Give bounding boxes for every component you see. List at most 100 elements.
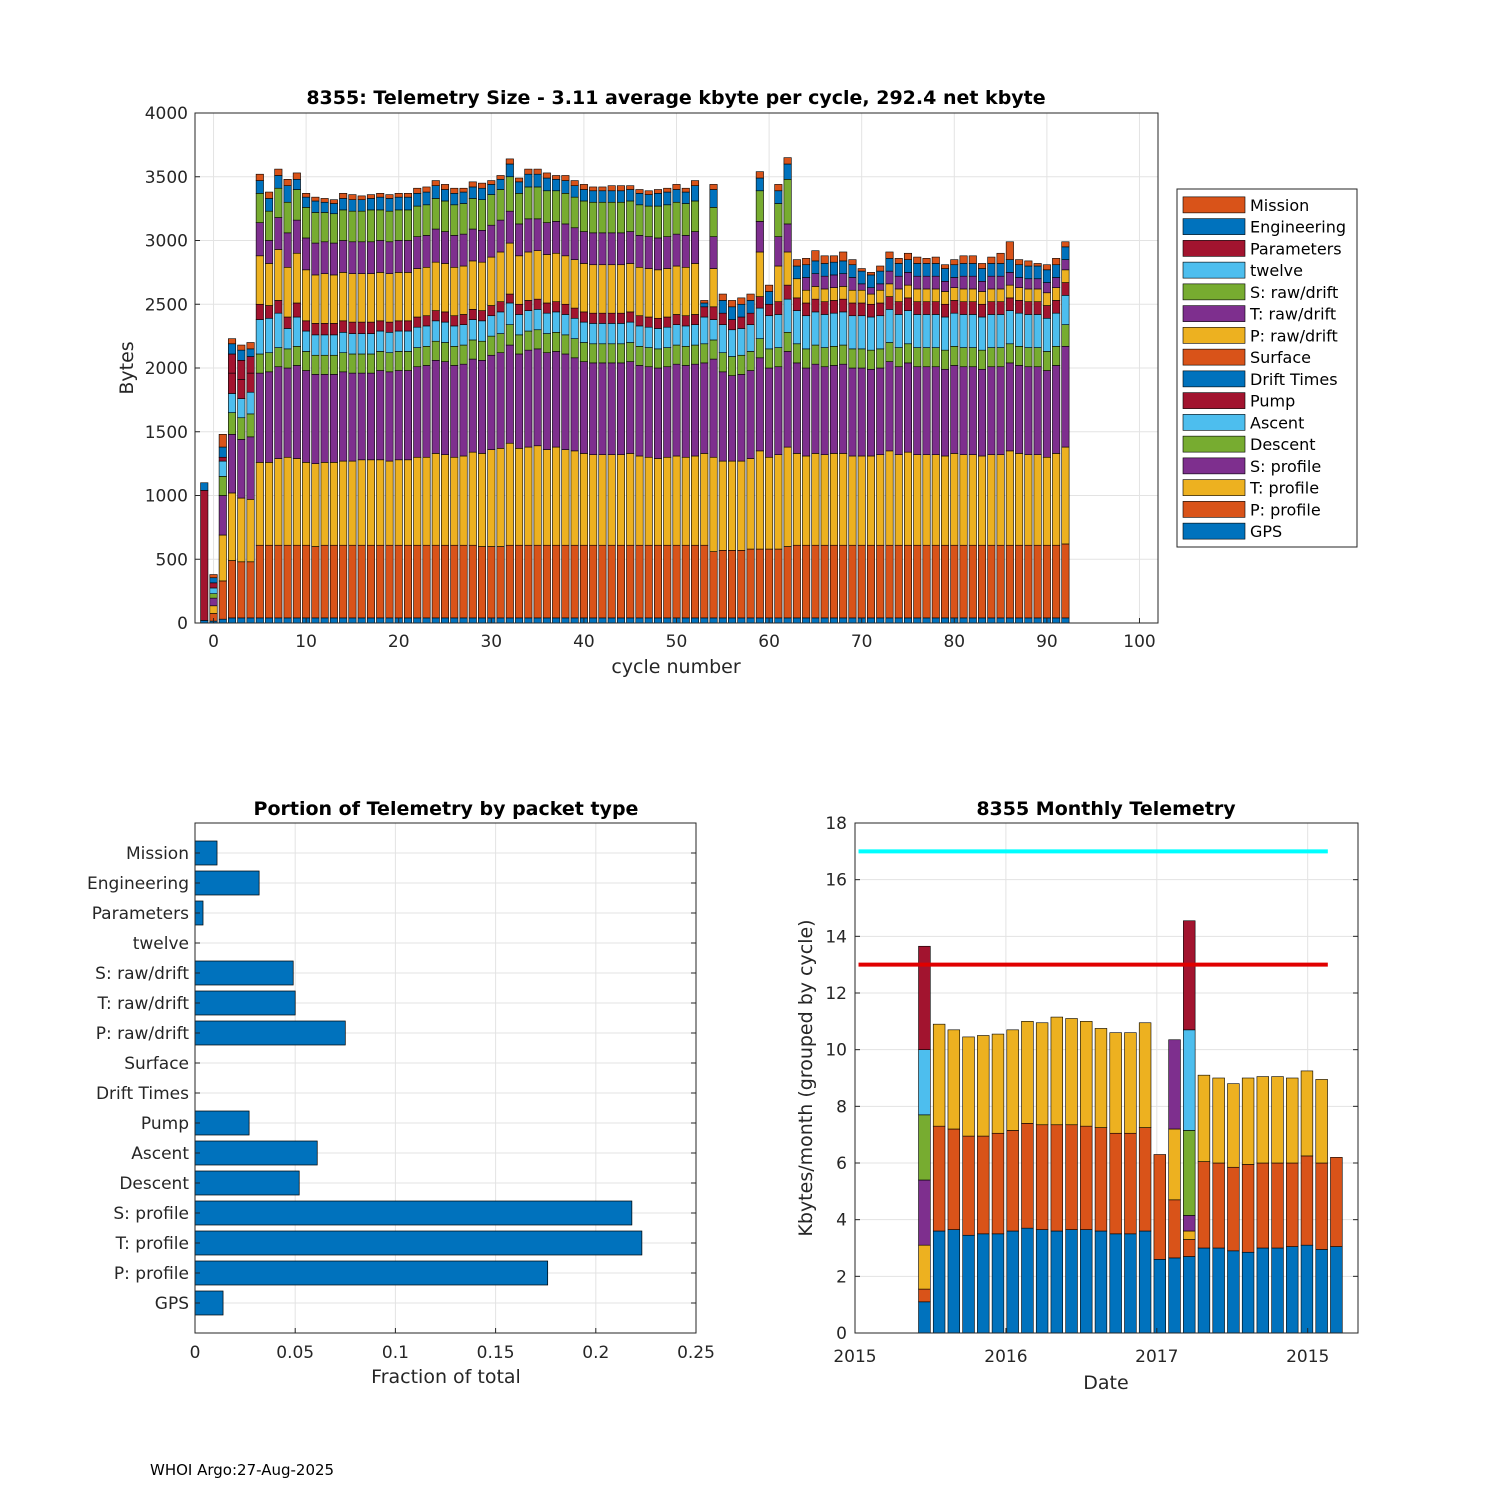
bar-p-profile <box>348 544 357 619</box>
x-axis-label: Date <box>1083 1372 1128 1394</box>
bar-gps <box>468 617 477 624</box>
bar-mission <box>255 173 264 181</box>
bar-t-profile <box>339 460 348 546</box>
bar-s-profile <box>552 351 561 448</box>
bar-t-profile <box>1024 454 1033 546</box>
x-tick-label: 90 <box>1036 632 1058 652</box>
bar-ascent <box>237 398 246 419</box>
bar-s-raw-drift <box>348 210 357 243</box>
x-tick-label: 2016 <box>984 1347 1027 1367</box>
bar-pump <box>959 301 968 315</box>
bar-gps <box>709 617 718 624</box>
bar-s-raw-drift <box>653 205 662 239</box>
bar-engineering <box>755 177 764 192</box>
bar-t-raw-drift <box>194 990 296 1016</box>
bar-p-profile <box>218 580 227 620</box>
bar-gps <box>1015 617 1024 624</box>
bar-descent <box>348 353 357 374</box>
bar-t-profile <box>478 453 487 547</box>
bar-s-raw-drift <box>607 201 616 234</box>
bar-pump <box>209 582 218 589</box>
bar-t-profile <box>746 458 755 550</box>
bar-s-profile <box>524 349 533 448</box>
bar-descent <box>339 352 348 373</box>
bar-gps <box>635 617 644 624</box>
bar-t-raw-drift <box>505 210 514 244</box>
bar-s-raw-drift <box>709 207 718 237</box>
bar-p-profile <box>265 544 274 619</box>
bar-mission <box>542 172 551 179</box>
bar-s-raw-drift <box>663 204 672 237</box>
bar-ascent <box>431 320 440 342</box>
bar-t-profile <box>515 448 524 546</box>
bar-gps <box>357 617 366 624</box>
bar-mission <box>848 259 857 266</box>
bar-t-raw-drift <box>422 235 431 268</box>
bar-pump <box>728 319 737 331</box>
bar-gps <box>968 617 977 624</box>
bar-pump <box>681 315 690 327</box>
x-tick-label: 0.25 <box>677 1343 715 1363</box>
bar-ascent <box>783 298 792 333</box>
bar-mission <box>311 196 320 202</box>
bar-p-profile <box>774 548 783 619</box>
bar-gps <box>403 617 412 624</box>
bar-descent <box>598 343 607 364</box>
bar-ascent <box>811 311 820 346</box>
bar-t-raw-drift <box>885 270 894 285</box>
bar-pump <box>487 305 496 317</box>
y-tick-label: 2000 <box>145 359 188 379</box>
bar-p-profile <box>311 546 320 619</box>
bar-p-profile <box>1109 1132 1122 1235</box>
bar-t-profile <box>1033 454 1042 546</box>
bar-gps <box>691 617 700 624</box>
bar-t-profile <box>1061 446 1070 545</box>
bar-engineering <box>552 179 561 192</box>
bar-p-profile <box>478 546 487 619</box>
bar-descent <box>579 342 588 362</box>
bar-t-profile <box>283 456 292 546</box>
bar-pump <box>941 303 950 318</box>
bar-t-raw-drift <box>663 236 672 269</box>
category-label-pump: Pump <box>141 1114 189 1134</box>
bar-t-raw-drift <box>589 232 598 266</box>
bar-mission <box>459 187 468 193</box>
bar-t-profile <box>894 454 903 546</box>
bar-mission <box>996 252 1005 264</box>
bar-s-raw-drift <box>691 200 700 232</box>
tick-labels: 0 0.05 0.1 0.15 0.2 0.25 Mission Engineering Par… <box>87 844 715 1363</box>
bar-s-profile <box>866 368 875 457</box>
bar-pump <box>1015 300 1024 314</box>
bar-mission <box>579 184 588 190</box>
bar-pump <box>237 379 246 399</box>
bar-p-raw-drift <box>922 288 931 303</box>
bar-t-raw-drift <box>820 275 829 290</box>
bar-ascent <box>1005 310 1014 345</box>
bar-descent <box>829 346 838 366</box>
bar-p-profile <box>339 544 348 619</box>
bar-mission <box>450 187 459 194</box>
bar-p-profile <box>1015 544 1024 619</box>
bar-pump <box>478 310 487 322</box>
bar-p-raw-drift <box>329 274 338 324</box>
y-tick-label: 3000 <box>145 232 188 252</box>
bar-p-raw-drift <box>302 269 311 322</box>
bar-t-raw-drift <box>839 273 848 287</box>
bar-gps <box>1138 1230 1152 1334</box>
bar-p-profile <box>385 544 394 619</box>
bar-s-raw-drift <box>468 198 477 230</box>
bar-s-profile <box>255 372 264 463</box>
x-tick-label: 0.2 <box>582 1343 609 1363</box>
bar-pump <box>718 312 727 325</box>
bar-gps <box>811 617 820 624</box>
bar-engineering <box>524 173 533 188</box>
bar-mission <box>302 193 311 198</box>
bar-p-profile <box>913 544 922 619</box>
bar-p-raw-drift <box>283 266 292 318</box>
bar-t-profile <box>635 455 644 546</box>
bar-descent <box>570 338 579 359</box>
bar-gps <box>947 1229 961 1334</box>
bar-p-raw-drift <box>339 272 348 322</box>
bar-t-profile <box>1300 1070 1314 1157</box>
bar-gps <box>478 617 487 624</box>
